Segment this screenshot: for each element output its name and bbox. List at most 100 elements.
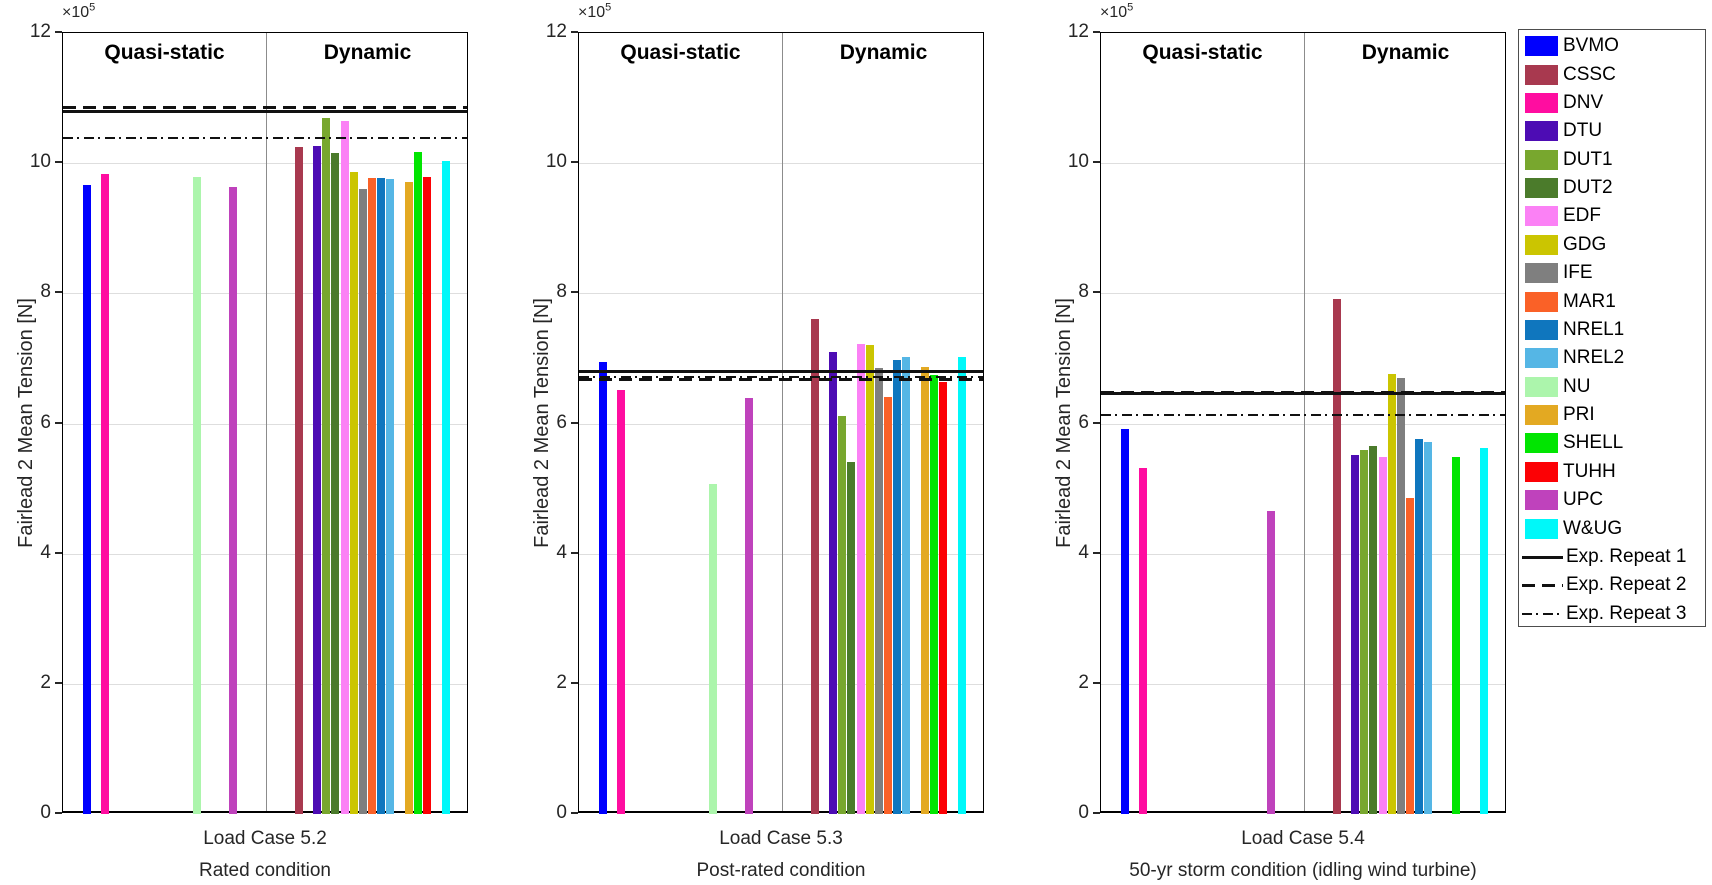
y-tick bbox=[571, 551, 578, 554]
legend-label-tuhh: TUHH bbox=[1563, 460, 1616, 482]
legend-line-sample-exp-repeat-1 bbox=[1522, 556, 1563, 560]
bar-load-case-5-2-dynamic-dut1 bbox=[322, 117, 331, 814]
bar-load-case-5-2-dynamic-nrel2 bbox=[386, 178, 395, 814]
legend-entry-ife: IFE bbox=[1519, 259, 1705, 287]
y-tick bbox=[55, 421, 62, 424]
bar-load-case-5-2-quasi-static-upc bbox=[229, 187, 238, 814]
bar-load-case-5-4-dynamic-w-ug bbox=[1479, 447, 1488, 814]
bar-load-case-5-3-dynamic-nrel1 bbox=[893, 359, 902, 814]
exp-line-repeat3-load-case-5-4 bbox=[1101, 414, 1505, 416]
legend-label-w-ug: W&UG bbox=[1563, 517, 1623, 539]
section-header-dynamic: Dynamic bbox=[1361, 41, 1450, 64]
bar-load-case-5-2-dynamic-ife bbox=[358, 189, 367, 814]
y-tick-label: 0 bbox=[556, 802, 567, 823]
y-tick-label: 2 bbox=[1078, 671, 1089, 693]
gridline bbox=[63, 423, 467, 425]
x-axis-label-line2: Rated condition bbox=[198, 860, 332, 881]
exp-line-repeat2-load-case-5-3 bbox=[579, 378, 983, 382]
legend-swatch-shell bbox=[1525, 433, 1558, 454]
bar-load-case-5-4-dynamic-nrel1 bbox=[1415, 439, 1424, 814]
bar-load-case-5-4-dynamic-dtu bbox=[1351, 454, 1359, 814]
bar-load-case-5-3-dynamic-w-ug bbox=[957, 357, 966, 814]
legend-label-dut2: DUT2 bbox=[1563, 177, 1613, 199]
bar-load-case-5-4-dynamic-dut2 bbox=[1369, 445, 1378, 814]
legend-label-upc: UPC bbox=[1563, 489, 1604, 511]
gridline bbox=[579, 683, 983, 685]
y-tick-label: 6 bbox=[556, 411, 567, 433]
legend-label-pri: PRI bbox=[1563, 404, 1595, 426]
y-tick-label: 6 bbox=[40, 411, 51, 433]
legend-label-dtu: DTU bbox=[1563, 120, 1603, 142]
gridline bbox=[1101, 163, 1505, 165]
y-axis-exponent: ×105 bbox=[1100, 1, 1134, 22]
bar-load-case-5-2-dynamic-dtu bbox=[313, 145, 321, 814]
legend-swatch-nrel1 bbox=[1525, 319, 1558, 340]
bar-load-case-5-3-quasi-static-nu bbox=[708, 484, 717, 814]
exp-line-repeat3-load-case-5-2 bbox=[63, 136, 467, 139]
gridline bbox=[63, 553, 467, 555]
legend-entry-tuhh: TUHH bbox=[1519, 458, 1705, 486]
y-tick-label: 10 bbox=[545, 151, 567, 173]
bar-load-case-5-3-dynamic-dtu bbox=[829, 351, 837, 814]
y-tick bbox=[571, 31, 578, 33]
y-tick-label: 10 bbox=[29, 151, 51, 173]
bar-load-case-5-4-quasi-static-bvmo bbox=[1120, 429, 1129, 814]
y-tick bbox=[55, 291, 62, 294]
bar-load-case-5-4-dynamic-edf bbox=[1378, 457, 1387, 814]
gridline bbox=[63, 683, 467, 685]
legend-entry-upc: UPC bbox=[1519, 486, 1705, 514]
bar-load-case-5-3-dynamic-dut1 bbox=[838, 416, 847, 814]
legend-entry-pri: PRI bbox=[1519, 401, 1705, 429]
y-tick bbox=[55, 31, 62, 33]
legend-swatch-w-ug bbox=[1525, 518, 1558, 539]
legend-swatch-dut2 bbox=[1525, 178, 1558, 199]
bar-load-case-5-4-dynamic-dut1 bbox=[1360, 450, 1369, 814]
y-tick bbox=[55, 681, 62, 684]
y-tick bbox=[571, 161, 578, 164]
legend-line-sample-exp-repeat-2 bbox=[1522, 584, 1563, 588]
bar-load-case-5-2-dynamic-shell bbox=[414, 151, 422, 814]
bar-load-case-5-2-dynamic-dut2 bbox=[331, 153, 340, 814]
legend-label-mar1: MAR1 bbox=[1563, 290, 1616, 312]
bar-load-case-5-3-dynamic-nrel2 bbox=[902, 356, 911, 814]
legend-entry-nrel1: NREL1 bbox=[1519, 316, 1705, 344]
bar-load-case-5-2-dynamic-mar1 bbox=[368, 178, 377, 814]
y-tick bbox=[1093, 161, 1100, 164]
section-divider bbox=[265, 33, 267, 811]
bar-load-case-5-4-dynamic-mar1 bbox=[1406, 497, 1415, 814]
y-tick-label: 2 bbox=[556, 671, 567, 693]
gridline bbox=[63, 293, 467, 295]
y-tick bbox=[55, 812, 62, 814]
legend-entry-exp-repeat-2: Exp. Repeat 2 bbox=[1519, 571, 1705, 599]
gridline bbox=[1101, 553, 1505, 555]
plot-area-load-case-5-2: Quasi-static Dynamic bbox=[62, 32, 468, 814]
legend-label-nrel1: NREL1 bbox=[1563, 318, 1625, 340]
legend-swatch-upc bbox=[1525, 490, 1558, 511]
legend-label-nrel2: NREL2 bbox=[1563, 347, 1625, 369]
bar-load-case-5-3-dynamic-cssc bbox=[810, 318, 819, 814]
legend-entry-bvmo: BVMO bbox=[1519, 32, 1705, 60]
bar-load-case-5-3-quasi-static-bvmo bbox=[598, 362, 607, 814]
bar-load-case-5-4-dynamic-gdg bbox=[1387, 374, 1396, 814]
legend-label-gdg: GDG bbox=[1563, 233, 1607, 255]
bar-load-case-5-4-dynamic-cssc bbox=[1332, 299, 1341, 814]
legend-swatch-nu bbox=[1525, 376, 1558, 397]
exponent-power: 5 bbox=[1127, 1, 1134, 14]
bar-load-case-5-3-dynamic-ife bbox=[874, 368, 883, 814]
bar-load-case-5-4-quasi-static-dnv bbox=[1138, 467, 1147, 814]
y-tick bbox=[571, 812, 578, 814]
y-tick bbox=[55, 161, 62, 164]
y-axis-label: Fairlead 2 Mean Tension [N] bbox=[1053, 297, 1075, 548]
legend-entry-dtu: DTU bbox=[1519, 117, 1705, 145]
legend-swatch-edf bbox=[1525, 206, 1558, 227]
y-axis-label: Fairlead 2 Mean Tension [N] bbox=[531, 297, 553, 548]
bar-load-case-5-2-quasi-static-bvmo bbox=[82, 185, 91, 814]
legend: BVMO CSSC DNV DTU DUT1 DUT2 EDF GDG IFE MAR1 NREL1… bbox=[1518, 29, 1706, 627]
legend-entry-gdg: GDG bbox=[1519, 231, 1705, 259]
legend-swatch-dtu bbox=[1525, 121, 1558, 142]
y-tick bbox=[1093, 421, 1100, 424]
section-header-dynamic: Dynamic bbox=[323, 41, 412, 64]
bar-load-case-5-3-dynamic-mar1 bbox=[884, 396, 893, 814]
y-tick-label: 8 bbox=[556, 281, 567, 303]
